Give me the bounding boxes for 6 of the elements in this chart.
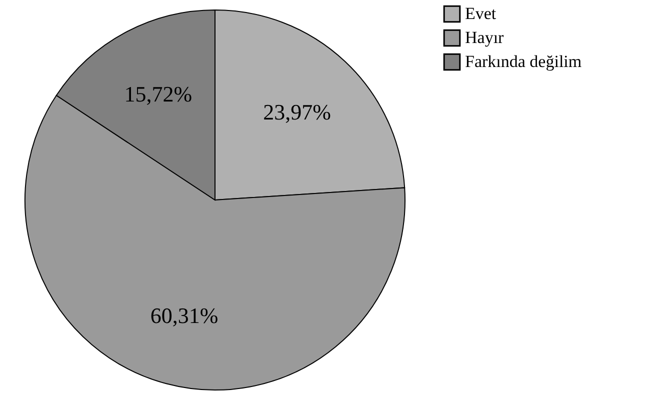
data-label: 23,97% (263, 99, 331, 124)
data-label: 60,31% (150, 302, 218, 328)
data-label: 15,72% (124, 81, 192, 106)
legend-label: Farkında değilim (465, 52, 582, 71)
legend-label: Hayır (465, 28, 504, 47)
legend-label: Evet (465, 4, 496, 23)
